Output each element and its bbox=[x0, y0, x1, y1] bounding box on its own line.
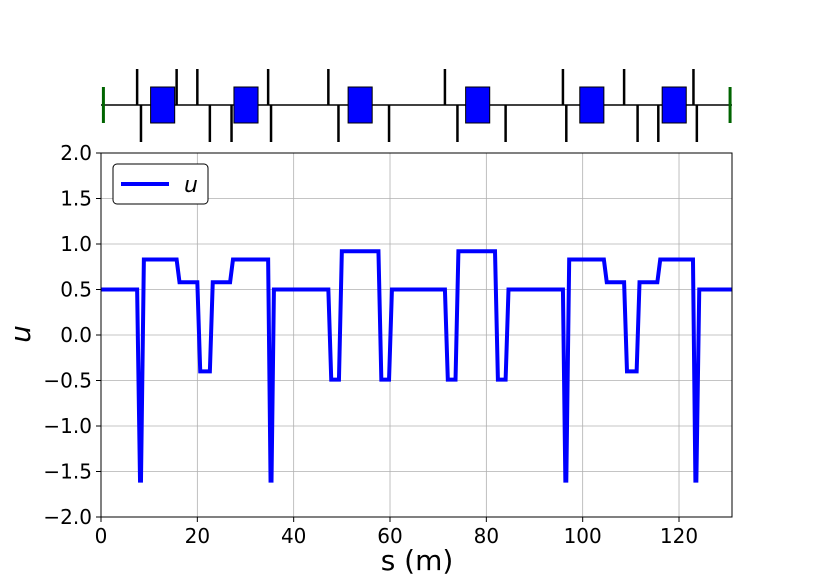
x-tick-label: 120 bbox=[660, 524, 698, 548]
y-tick-label: 1.0 bbox=[60, 232, 92, 256]
dipole-magnet bbox=[465, 86, 491, 124]
x-tick-label: 60 bbox=[377, 524, 402, 548]
ticks: 0 20 40 60 80 100 120 −2.0 −1.5 −1.0 −0.5 0.0 0.5 1.0… bbox=[43, 141, 698, 548]
y-tick-label: −0.5 bbox=[43, 369, 92, 393]
lattice-diagram bbox=[101, 69, 732, 142]
y-tick-label: 0.5 bbox=[60, 278, 92, 302]
series-line-u bbox=[101, 249, 732, 483]
legend-label-u: u bbox=[184, 173, 198, 198]
x-tick-label: 100 bbox=[564, 524, 602, 548]
y-tick-label: −2.0 bbox=[43, 505, 92, 529]
x-tick-label: 20 bbox=[185, 524, 210, 548]
dipole-magnet bbox=[150, 86, 176, 124]
dipole-magnet bbox=[661, 86, 687, 124]
y-tick-label: −1.5 bbox=[43, 460, 92, 484]
x-tick-label: 40 bbox=[281, 524, 306, 548]
y-axis-label: u bbox=[4, 325, 37, 343]
x-tick-label: 0 bbox=[95, 524, 108, 548]
x-axis-label: s (m) bbox=[381, 544, 454, 577]
series-layer bbox=[101, 249, 732, 483]
y-tick-label: 1.5 bbox=[60, 187, 92, 211]
dipole-magnet bbox=[347, 86, 373, 124]
y-tick-label: −1.0 bbox=[43, 414, 92, 438]
legend: u bbox=[112, 163, 209, 205]
y-tick-label: 0.0 bbox=[60, 323, 92, 347]
dipole-magnet bbox=[579, 86, 605, 124]
y-tick-label: 2.0 bbox=[60, 141, 92, 165]
x-tick-label: 80 bbox=[474, 524, 499, 548]
dipole-magnet bbox=[233, 86, 259, 124]
